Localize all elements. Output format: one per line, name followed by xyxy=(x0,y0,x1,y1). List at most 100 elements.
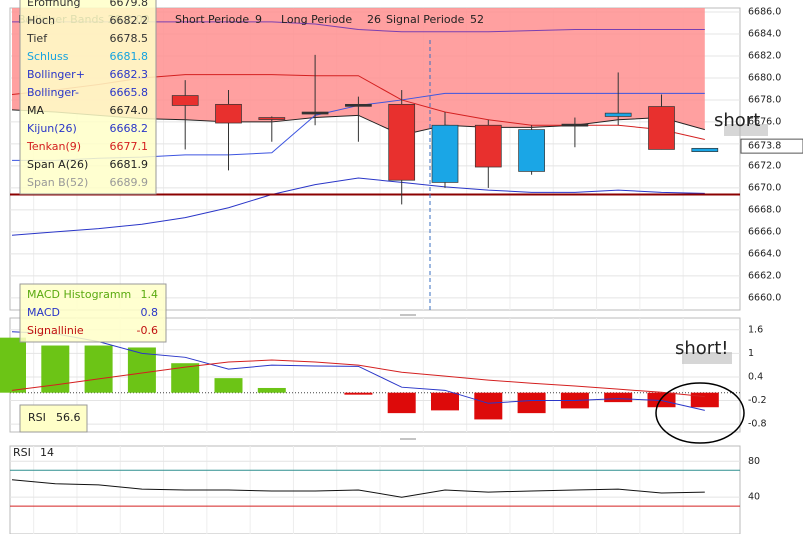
info-label: Span A(26) xyxy=(27,158,88,171)
histogram-bar xyxy=(517,392,546,414)
y-tick-label: 6660.0 xyxy=(748,292,781,303)
panel-period: 14 xyxy=(40,446,54,459)
y-tick-label: 0.4 xyxy=(748,371,763,382)
y-tick-label: 1 xyxy=(748,348,754,359)
info-label: Bollinger+ xyxy=(27,68,85,81)
parameter-label: Long Periode xyxy=(281,13,352,26)
candle-body xyxy=(518,129,545,172)
histogram-bar xyxy=(690,392,719,408)
histogram-bar xyxy=(431,392,459,411)
candle-body xyxy=(648,106,675,150)
histogram-bar xyxy=(214,378,243,393)
y-tick-label: 6680.0 xyxy=(748,72,781,83)
info-label: Eröffnung xyxy=(27,0,80,9)
info-label: Span B(52) xyxy=(27,176,88,189)
info-value: 6668.2 xyxy=(110,122,149,135)
candle-body xyxy=(301,111,329,115)
info-label: Hoch xyxy=(27,14,55,27)
info-box xyxy=(19,0,157,195)
info-label: Kijun(26) xyxy=(27,122,77,135)
candle-body xyxy=(345,103,372,107)
histogram-bar xyxy=(387,392,416,414)
y-tick-label: 6686.0 xyxy=(748,6,781,17)
histogram-bar xyxy=(0,337,26,393)
y-tick-label: 40 xyxy=(748,492,760,503)
histogram-bar xyxy=(604,392,633,403)
info-value: 6681.9 xyxy=(110,158,149,171)
info-value: 6678.5 xyxy=(110,32,149,45)
info-value: 6682.3 xyxy=(110,68,149,81)
info-label: RSI xyxy=(28,411,46,424)
y-tick-label: 6664.0 xyxy=(748,248,781,259)
candle-body xyxy=(171,95,199,106)
parameter-value: 52 xyxy=(470,13,484,26)
info-value: 6677.1 xyxy=(110,140,149,153)
info-label: MACD Histogramm xyxy=(27,288,131,301)
highlight-ellipse xyxy=(655,382,745,444)
y-tick-label: 1.6 xyxy=(748,324,763,335)
candle-body xyxy=(431,124,459,183)
info-label: MA xyxy=(27,104,44,117)
y-tick-label: 6678.0 xyxy=(748,94,781,105)
y-tick-label: -0.2 xyxy=(748,395,767,406)
macd-line xyxy=(11,331,705,411)
y-tick-label: -0.8 xyxy=(748,419,767,430)
candle-body xyxy=(388,103,416,181)
info-value: 6681.8 xyxy=(110,50,149,63)
histogram-bar xyxy=(647,392,676,408)
candle-body xyxy=(474,124,502,168)
info-label: Tenkan(9) xyxy=(26,140,81,153)
info-value: 6665.8 xyxy=(110,86,149,99)
panel-title: RSI xyxy=(13,446,31,459)
last-price-label: 6673.8 xyxy=(748,141,781,152)
parameter-value: 26 xyxy=(367,13,381,26)
info-box xyxy=(19,283,167,343)
info-box xyxy=(19,404,88,433)
annotation: short xyxy=(714,110,760,131)
histogram-bar xyxy=(257,387,286,393)
info-value: 0.8 xyxy=(141,306,159,319)
info-label: Bollinger- xyxy=(27,86,79,99)
indicator-line xyxy=(11,177,705,236)
info-value: 6689.9 xyxy=(110,176,149,189)
histogram-bar xyxy=(344,392,373,395)
info-label: Schluss xyxy=(27,50,69,63)
y-tick-label: 6662.0 xyxy=(748,270,781,281)
info-value: 56.6 xyxy=(56,411,81,424)
y-tick-label: 6684.0 xyxy=(748,28,781,39)
parameter-label: Short Periode xyxy=(175,13,249,26)
candle-body xyxy=(215,103,242,124)
y-tick-label: 6676.0 xyxy=(748,116,781,127)
info-value: 6682.2 xyxy=(110,14,149,27)
last-price-box xyxy=(740,138,803,154)
y-tick-label: 6670.0 xyxy=(748,182,781,193)
annotation-shadow xyxy=(724,124,768,136)
candle-body xyxy=(691,147,719,152)
candle-body xyxy=(604,112,632,117)
y-tick-label: 6682.0 xyxy=(748,50,781,61)
histogram-bar xyxy=(474,392,503,420)
rsi-line xyxy=(11,479,705,498)
annotation: short! xyxy=(675,338,728,359)
info-label: Signallinie xyxy=(27,324,84,337)
rsi-panel xyxy=(9,445,741,534)
annotation-shadow xyxy=(682,352,732,364)
parameter-label: Signal Periode xyxy=(386,13,465,26)
info-value: -0.6 xyxy=(137,324,158,337)
info-value: 6679.8 xyxy=(110,0,149,9)
y-tick-label: 6668.0 xyxy=(748,204,781,215)
y-tick-label: 80 xyxy=(748,456,760,467)
candle-body xyxy=(561,123,589,127)
candle-body xyxy=(258,117,286,120)
info-value: 6674.0 xyxy=(110,104,149,117)
parameter-value: 9 xyxy=(255,13,262,26)
y-tick-label: 6672.0 xyxy=(748,160,781,171)
y-tick-label: 6666.0 xyxy=(748,226,781,237)
info-label: Tief xyxy=(26,32,48,45)
histogram-bar xyxy=(84,345,113,393)
info-value: 1.4 xyxy=(141,288,159,301)
histogram-bar xyxy=(127,347,156,393)
info-label: MACD xyxy=(27,306,60,319)
